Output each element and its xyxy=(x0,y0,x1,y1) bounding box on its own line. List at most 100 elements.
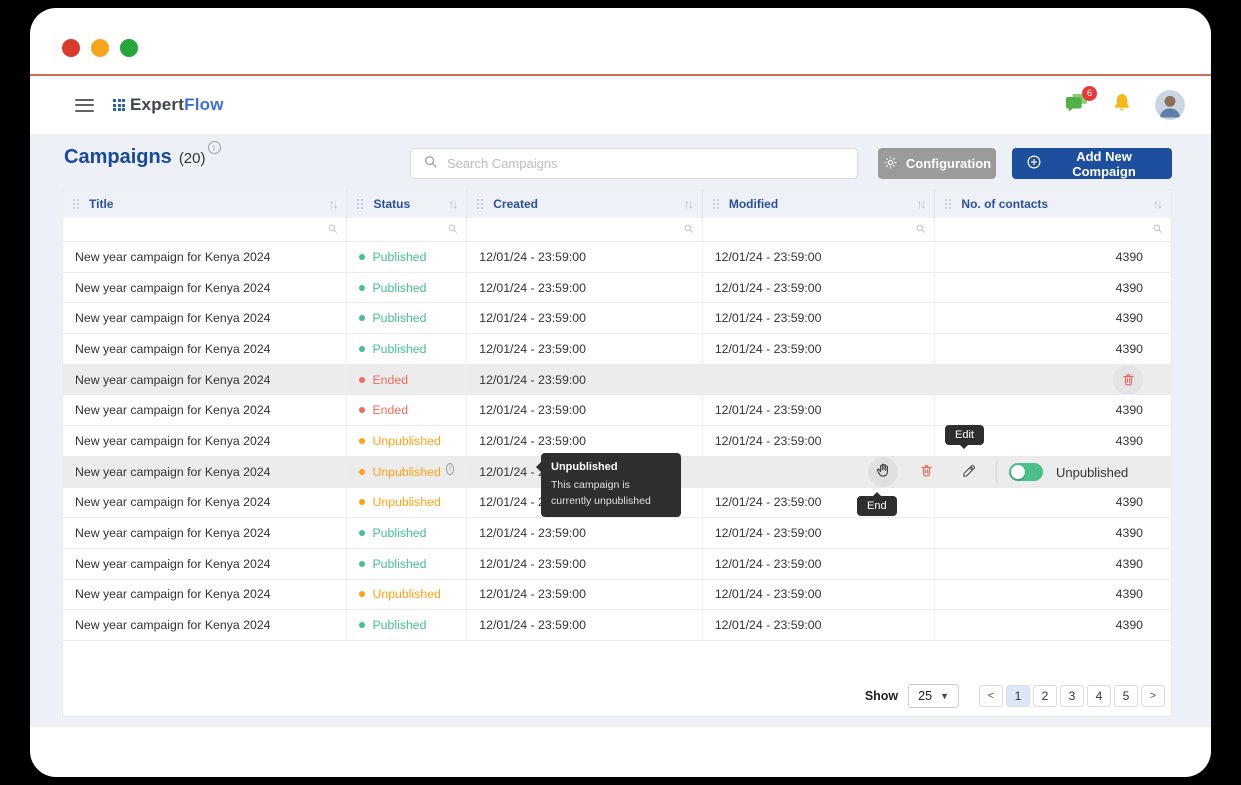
page-button-4[interactable]: 4 xyxy=(1087,685,1111,707)
add-new-campaign-button[interactable]: Add New Compaign xyxy=(1012,148,1172,179)
drag-handle-icon xyxy=(477,199,480,201)
cell-modified: 12/01/24 - 23:59:00 xyxy=(703,487,936,518)
campaign-title: New year campaign for Kenya 2024 xyxy=(75,587,271,602)
cell-modified: 12/01/24 - 23:59:00 xyxy=(703,426,936,456)
previous-page-button[interactable]: < xyxy=(979,685,1003,707)
sort-icon[interactable]: ↑↓ xyxy=(683,197,694,211)
actions-divider xyxy=(996,460,997,483)
status-label: Published xyxy=(372,280,427,295)
cell-status: Ended xyxy=(347,395,468,426)
cell-title: New year campaign for Kenya 2024 xyxy=(63,487,348,518)
sort-icon[interactable]: ↑↓ xyxy=(916,197,926,211)
filter-cell-modified[interactable] xyxy=(703,218,936,241)
column-header-title[interactable]: Title ↑↓ xyxy=(63,190,348,218)
status-dot-icon xyxy=(359,284,366,291)
cell-created: 12/01/24 - 23:59:00 xyxy=(467,334,703,364)
sort-icon[interactable]: ↑↓ xyxy=(328,197,338,211)
table-row[interactable]: New year campaign for Kenya 2024 Publishe… xyxy=(63,272,1171,304)
cell-status: Ended xyxy=(347,364,468,395)
table-row[interactable]: New year campaign for Kenya 2024 Unpublis… xyxy=(63,579,1171,611)
page-size-select[interactable]: 25 ▼ xyxy=(908,684,959,708)
contacts-value: 4390 xyxy=(1115,311,1143,326)
campaign-title: New year campaign for Kenya 2024 xyxy=(75,311,271,326)
delete-campaign-button[interactable] xyxy=(911,457,941,487)
drag-handle-icon xyxy=(945,199,948,201)
edit-campaign-button[interactable] xyxy=(954,457,984,487)
table-row[interactable]: New year campaign for Kenya 2024 Publishe… xyxy=(63,334,1171,365)
cell-created: 12/01/24 - 23:59:00 xyxy=(467,272,703,303)
modified-value: 12/01/24 - 23:59:00 xyxy=(714,526,822,541)
publish-toggle[interactable] xyxy=(1009,462,1043,481)
page-button-1[interactable]: 1 xyxy=(1006,685,1030,707)
close-window-button[interactable] xyxy=(62,39,80,57)
campaign-count: (20) xyxy=(178,150,206,167)
modified-value: 12/01/24 - 23:59:00 xyxy=(714,311,822,326)
filter-cell-status[interactable] xyxy=(347,218,468,241)
status-info-icon[interactable] xyxy=(445,462,455,475)
filter-cell-created[interactable] xyxy=(467,218,703,241)
cell-contacts xyxy=(935,364,1171,395)
caret-down-icon: ▼ xyxy=(940,691,949,701)
minimize-window-button[interactable] xyxy=(91,39,109,57)
main-content: Campaigns (20) Configuration xyxy=(30,134,1211,727)
table-row[interactable]: New year campaign for Kenya 2024 Publishe… xyxy=(63,242,1171,273)
status-label: Unpublished xyxy=(372,464,441,479)
cell-title: New year campaign for Kenya 2024 xyxy=(63,548,348,579)
cell-contacts: 4390 xyxy=(935,334,1171,364)
status-dot-icon xyxy=(359,437,366,444)
column-label: Title xyxy=(89,197,114,211)
status-label: Ended xyxy=(372,403,409,418)
table-row[interactable]: New year campaign for Kenya 2024 Unpublis… xyxy=(63,424,1171,518)
modified-value: 12/01/24 - 23:59:00 xyxy=(714,433,822,448)
status-dot-icon xyxy=(359,376,366,383)
modified-value: 12/01/24 - 23:59:00 xyxy=(714,403,822,418)
table-row[interactable]: New year campaign for Kenya 2024 Publishe… xyxy=(63,303,1171,335)
modified-value: 12/01/24 - 23:59:00 xyxy=(714,556,822,571)
next-page-button[interactable]: > xyxy=(1141,685,1165,707)
maximize-window-button[interactable] xyxy=(120,39,138,57)
table-row[interactable]: New year campaign for Kenya 2024 Unpublis… xyxy=(63,426,1171,457)
created-value: 12/01/24 - 23:59:00 xyxy=(479,618,586,633)
page-button-2[interactable]: 2 xyxy=(1033,685,1057,707)
trash-icon xyxy=(919,463,934,481)
campaign-title: New year campaign for Kenya 2024 xyxy=(75,618,271,633)
column-header-status[interactable]: Status ↑↓ xyxy=(347,190,468,218)
filter-cell-title[interactable] xyxy=(63,218,348,241)
cell-modified: 12/01/24 - 23:59:00 xyxy=(703,395,936,426)
filter-cell-no-of-contacts[interactable] xyxy=(935,218,1171,241)
column-header-created[interactable]: Created ↑↓ xyxy=(467,190,703,218)
end-campaign-button[interactable] xyxy=(868,457,898,488)
table-row[interactable]: New year campaign for Kenya 2024 Publishe… xyxy=(63,518,1171,549)
brand-grid-icon xyxy=(113,99,125,111)
menu-button[interactable] xyxy=(75,98,94,112)
table-row[interactable]: New year campaign for Kenya 2024 Publishe… xyxy=(63,610,1171,641)
sort-icon[interactable]: ↑↓ xyxy=(1153,197,1163,211)
configuration-button[interactable]: Configuration xyxy=(878,148,996,179)
table-row[interactable]: New year campaign for Kenya 2024 Ended 12/… xyxy=(63,364,1171,396)
page-header: Campaigns (20) Configuration xyxy=(62,139,1172,185)
sort-icon[interactable]: ↑↓ xyxy=(448,197,458,211)
status-badge: Unpublished xyxy=(359,464,441,479)
column-header-no-of-contacts[interactable]: No. of contacts ↑↓ xyxy=(935,190,1171,218)
cell-created: 12/01/24 - 23:59:00 xyxy=(467,364,703,395)
cell-modified: 12/01/24 - 23:59:00 xyxy=(703,518,936,548)
page-button-3[interactable]: 3 xyxy=(1060,685,1084,707)
contacts-value: 4390 xyxy=(1115,433,1143,448)
column-header-modified[interactable]: Modified ↑↓ xyxy=(703,190,936,218)
user-avatar[interactable] xyxy=(1155,90,1185,120)
page-button-5[interactable]: 5 xyxy=(1114,685,1138,707)
cell-title: New year campaign for Kenya 2024 xyxy=(63,426,348,456)
campaign-title: New year campaign for Kenya 2024 xyxy=(75,280,271,295)
status-badge: Published xyxy=(359,250,426,264)
cell-contacts: 4390 xyxy=(935,580,1171,610)
info-icon[interactable] xyxy=(207,141,221,154)
delete-campaign-button[interactable] xyxy=(1113,364,1143,395)
notifications-button[interactable] xyxy=(1111,92,1133,119)
search-input[interactable] xyxy=(447,156,845,171)
messages-button[interactable]: 6 xyxy=(1065,85,1097,119)
status-dot-icon xyxy=(359,591,366,598)
status-dot-icon xyxy=(359,315,366,322)
table-row[interactable]: New year campaign for Kenya 2024 Publishe… xyxy=(63,548,1171,580)
table-row[interactable]: New year campaign for Kenya 2024 Ended 12/… xyxy=(63,395,1171,427)
cell-title: New year campaign for Kenya 2024 xyxy=(63,272,348,303)
